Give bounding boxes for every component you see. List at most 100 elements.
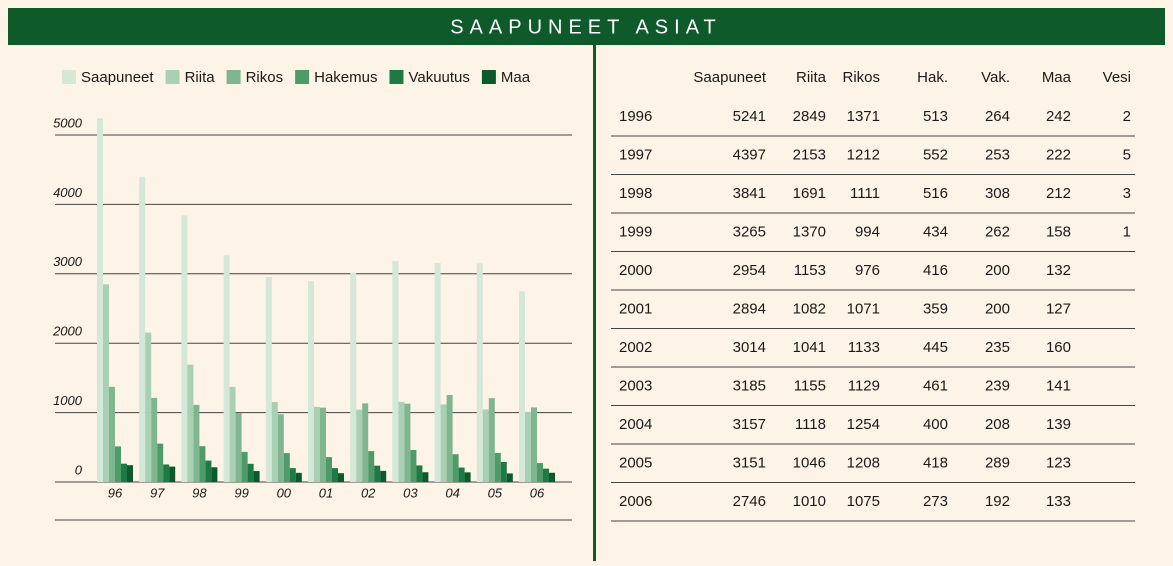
table-cell: 516 xyxy=(923,185,948,202)
x-tick-label: 02 xyxy=(361,485,376,500)
x-tick-label: 06 xyxy=(530,485,545,500)
x-tick-label: 99 xyxy=(234,485,248,500)
bar xyxy=(253,471,260,482)
table-cell: 1133 xyxy=(848,339,880,356)
table-header: Vak. xyxy=(981,69,1010,86)
bar xyxy=(380,470,387,482)
x-tick-label: 00 xyxy=(277,485,292,500)
bar xyxy=(500,461,507,482)
table-cell: 3265 xyxy=(733,223,766,240)
bar xyxy=(404,403,411,482)
table-cell: 192 xyxy=(985,493,1010,510)
bar xyxy=(392,260,399,482)
table-cell: 141 xyxy=(1046,377,1071,394)
bar xyxy=(193,404,200,482)
bar xyxy=(289,468,296,482)
bar xyxy=(265,276,272,482)
bar xyxy=(163,464,170,482)
table-cell: 400 xyxy=(923,416,948,433)
table-cell: 158 xyxy=(1046,223,1071,240)
table-cell: 359 xyxy=(923,300,948,317)
bar xyxy=(320,407,326,482)
y-tick-label: 3000 xyxy=(53,254,83,269)
table-year: 2003 xyxy=(619,377,652,394)
table-cell: 1155 xyxy=(794,377,826,394)
bar xyxy=(277,414,284,482)
bar xyxy=(229,386,236,482)
table-cell: 1254 xyxy=(847,416,880,433)
y-tick-label: 0 xyxy=(75,462,83,477)
table-cell: 5 xyxy=(1123,146,1131,163)
x-tick-label: 96 xyxy=(108,485,123,500)
table-cell: 1046 xyxy=(793,454,826,471)
table-cell: 264 xyxy=(985,108,1010,125)
x-tick-label: 04 xyxy=(445,485,459,500)
bar xyxy=(464,472,471,482)
bar xyxy=(537,463,543,482)
bar xyxy=(356,409,363,482)
bar xyxy=(199,446,206,482)
bar xyxy=(283,453,290,482)
table-cell: 208 xyxy=(985,416,1010,433)
bar xyxy=(181,215,188,482)
bar xyxy=(103,284,109,482)
table-cell: 1129 xyxy=(848,377,880,394)
table-header: Vesi xyxy=(1103,69,1131,86)
table-cell: 3014 xyxy=(733,339,766,356)
bar xyxy=(157,443,164,482)
table-cell: 2849 xyxy=(793,108,826,125)
bar xyxy=(446,394,453,482)
legend-swatch xyxy=(295,70,310,84)
table-cell: 235 xyxy=(985,339,1010,356)
table-cell: 289 xyxy=(985,454,1010,471)
table-cell: 3 xyxy=(1123,185,1131,202)
legend-swatch xyxy=(226,70,241,84)
bar xyxy=(452,454,459,482)
x-tick-label: 05 xyxy=(488,485,503,500)
legend-label: Vakuutus xyxy=(408,69,469,86)
bar xyxy=(494,452,501,482)
divider xyxy=(593,45,596,561)
table-year: 2005 xyxy=(619,454,652,471)
table-cell: 2153 xyxy=(793,146,826,163)
y-tick-label: 4000 xyxy=(53,185,83,200)
bar xyxy=(145,332,152,482)
x-tick-label: 98 xyxy=(192,485,207,500)
legend-label: Saapuneet xyxy=(81,69,154,86)
table-cell: 1371 xyxy=(847,108,880,125)
bar xyxy=(374,465,381,482)
bar xyxy=(458,467,465,482)
bar xyxy=(121,463,127,482)
bar xyxy=(350,272,357,482)
bar xyxy=(235,413,242,482)
bar xyxy=(139,176,146,482)
bar xyxy=(127,465,133,482)
bar xyxy=(326,457,332,482)
legend-label: Riita xyxy=(185,69,216,86)
table-cell: 1370 xyxy=(793,223,826,240)
table-year: 2006 xyxy=(619,493,652,510)
bar xyxy=(531,407,537,482)
bar xyxy=(519,291,525,482)
table-cell: 418 xyxy=(923,454,948,471)
table-header: Maa xyxy=(1042,69,1072,86)
page-title: SAAPUNEET ASIAT xyxy=(450,16,722,38)
table-cell: 3151 xyxy=(733,454,766,471)
bar xyxy=(271,401,278,482)
table-cell: 513 xyxy=(923,108,948,125)
bar xyxy=(338,473,344,482)
y-tick-label: 1000 xyxy=(53,393,83,408)
table-year: 2001 xyxy=(619,300,652,317)
table-cell: 253 xyxy=(985,146,1010,163)
table-cell: 445 xyxy=(923,339,948,356)
title-bar xyxy=(8,8,1165,45)
bar xyxy=(314,406,320,482)
table-cell: 994 xyxy=(855,223,880,240)
table-cell: 416 xyxy=(923,262,948,279)
table-cell: 127 xyxy=(1046,300,1071,317)
bar xyxy=(115,446,121,482)
bar xyxy=(295,472,302,482)
legend-swatch xyxy=(62,70,76,84)
table-header: Hak. xyxy=(917,69,948,86)
table-header: Rikos xyxy=(842,69,880,86)
